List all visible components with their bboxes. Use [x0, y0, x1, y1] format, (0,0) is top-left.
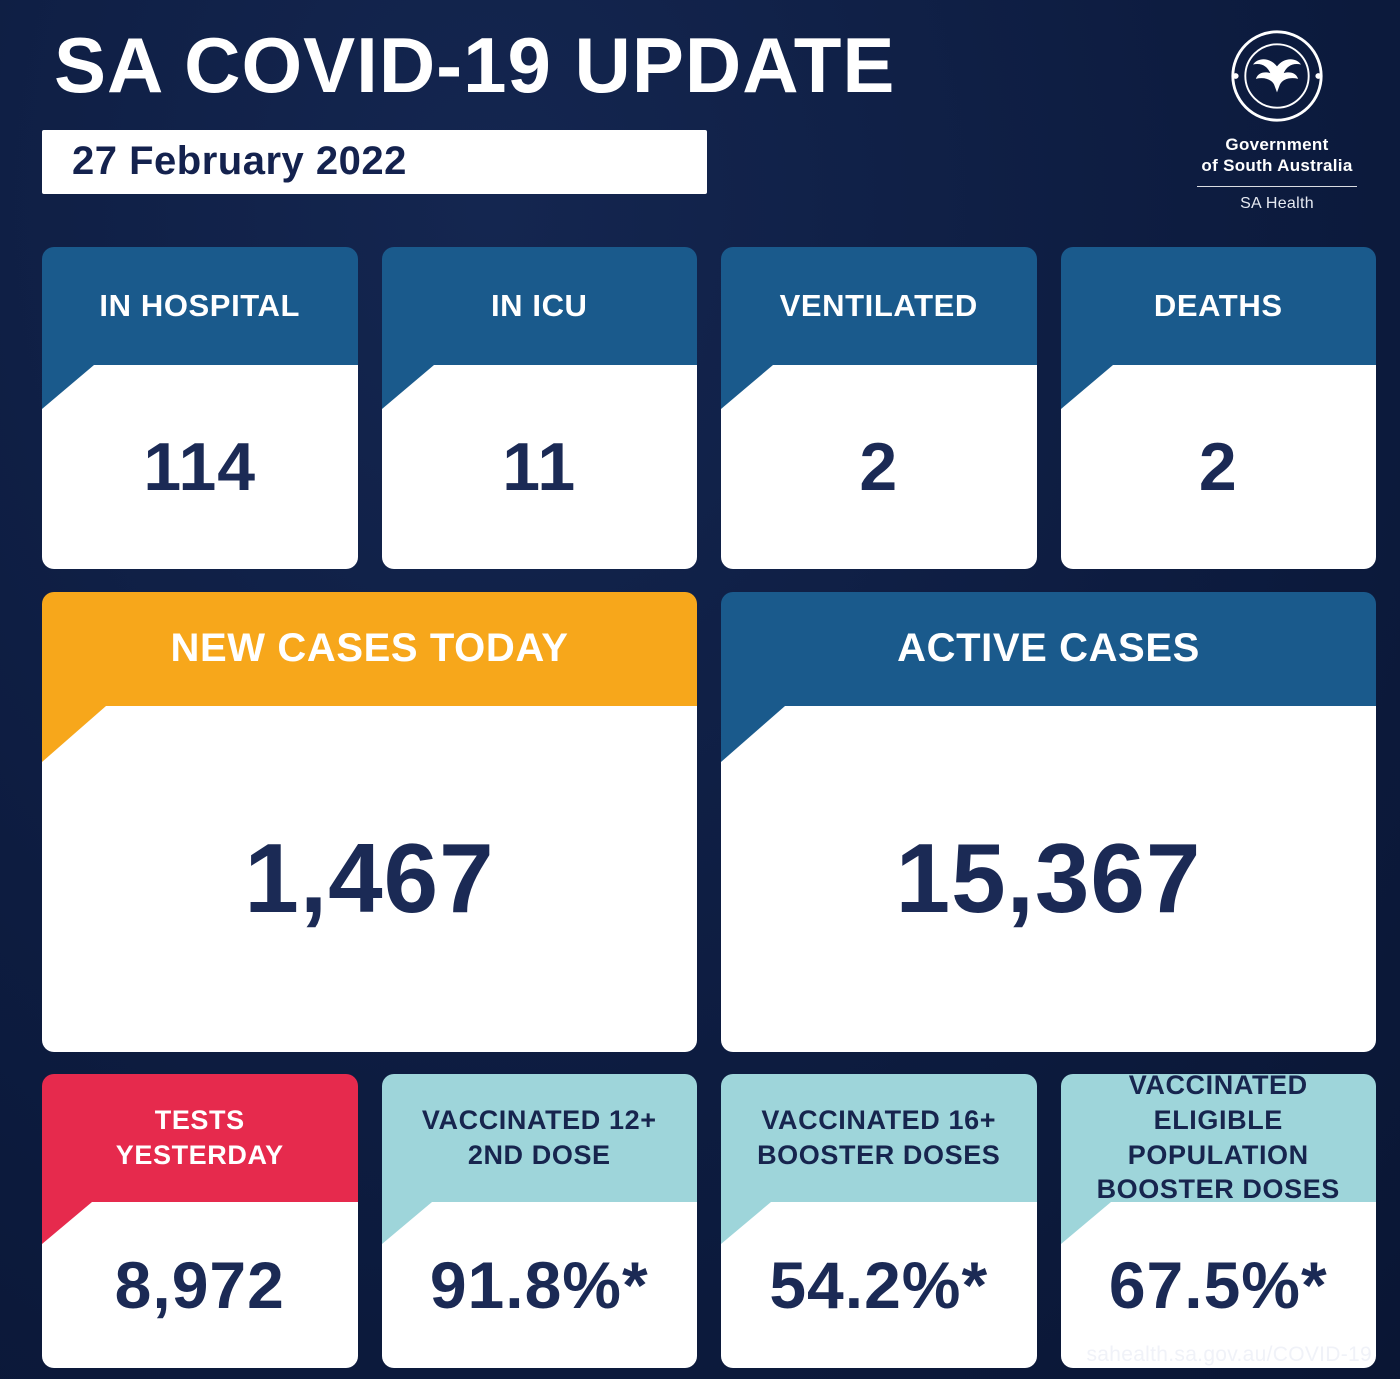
stat-value: 1,467 — [244, 823, 495, 933]
logo-dept: SA Health — [1240, 194, 1314, 212]
stat-card-in-icu: IN ICU 11 — [381, 246, 697, 569]
stat-value-panel: 54.2%* — [721, 1201, 1037, 1368]
stat-value: 2 — [1198, 428, 1238, 505]
date-text: 27 February 2022 — [72, 139, 407, 184]
stat-label: IN HOSPITAL — [99, 287, 301, 323]
date-banner: 27 February 2022 — [42, 129, 707, 194]
stat-card-header: VENTILATED — [721, 246, 1037, 409]
stats-row-cases: NEW CASES TODAY 1,467 ACTIVE CASES 15,36… — [42, 591, 1376, 1052]
stat-label: ACTIVE CASES — [897, 626, 1200, 670]
stat-value: 2 — [859, 428, 899, 505]
stat-label-line: VACCINATED 12+ — [421, 1104, 657, 1135]
logo-divider — [1197, 185, 1357, 187]
stats-row-tests-vaccination: TESTS YESTERDAY 8,972 VACCINATED 12+ 2ND… — [42, 1070, 1376, 1368]
stat-value-panel: 11 — [381, 364, 697, 569]
stat-card-header: VACCINATED 16+ BOOSTER DOSES — [721, 1073, 1037, 1244]
stat-card-vaccinated-16plus-booster: VACCINATED 16+ BOOSTER DOSES 54.2%* — [721, 1073, 1037, 1368]
stat-card-vaccinated-eligible-booster: VACCINATED ELIGIBLE POPULATION BOOSTER D… — [1060, 1070, 1376, 1368]
stat-value-panel: 2 — [721, 364, 1037, 569]
header: SA COVID-19 UPDATE 27 February 2022 Gove… — [42, 21, 1376, 213]
stat-card-active-cases: ACTIVE CASES 15,367 — [721, 591, 1376, 1052]
stat-value-panel: 91.8%* — [381, 1201, 697, 1368]
stat-value-panel: 8,972 — [42, 1201, 358, 1368]
stat-label-line: 2ND DOSE — [467, 1139, 611, 1170]
stat-value-panel: 67.5%* — [1060, 1201, 1376, 1368]
stat-card-in-hospital: IN HOSPITAL 114 — [42, 246, 358, 569]
stat-value: 54.2%* — [769, 1247, 989, 1322]
stat-card-header: NEW CASES TODAY — [42, 591, 697, 762]
stat-card-tests-yesterday: TESTS YESTERDAY 8,972 — [42, 1073, 358, 1368]
stat-label: DEATHS — [1153, 287, 1283, 323]
stat-card-header: DEATHS — [1060, 246, 1376, 409]
logo-org-line2: of South Australia — [1201, 156, 1353, 176]
stat-value: 67.5%* — [1108, 1247, 1328, 1322]
sa-government-crest-icon — [1231, 30, 1323, 122]
stat-value: 8,972 — [114, 1247, 285, 1322]
stat-label-line: VACCINATED — [1128, 1070, 1308, 1101]
stat-label-line: BOOSTER DOSES — [757, 1139, 1001, 1170]
stat-label: IN ICU — [490, 287, 588, 323]
stat-label: VENTILATED — [779, 287, 978, 323]
stat-card-header: TESTS YESTERDAY — [42, 1073, 358, 1244]
stat-card-vaccinated-12plus-2nd-dose: VACCINATED 12+ 2ND DOSE 91.8%* — [381, 1073, 697, 1368]
stat-value-panel: 1,467 — [42, 705, 697, 1052]
title-block: SA COVID-19 UPDATE 27 February 2022 — [42, 21, 896, 194]
stat-card-new-cases-today: NEW CASES TODAY 1,467 — [42, 591, 697, 1052]
stat-card-header: VACCINATED ELIGIBLE POPULATION BOOSTER D… — [1060, 1070, 1376, 1244]
sa-government-logo: Government of South Australia SA Health — [1182, 26, 1372, 213]
stat-value: 114 — [143, 428, 257, 505]
stat-value: 91.8%* — [429, 1247, 649, 1322]
stat-card-header: IN ICU — [381, 246, 697, 409]
stat-label-line: ELIGIBLE POPULATION — [1127, 1104, 1309, 1170]
stat-label-line: BOOSTER DOSES — [1096, 1174, 1340, 1205]
stat-label-line: TESTS — [154, 1104, 245, 1135]
stat-value: 15,367 — [895, 823, 1202, 933]
stat-label-line: VACCINATED 16+ — [761, 1104, 997, 1135]
stat-value-panel: 2 — [1060, 364, 1376, 569]
stat-card-deaths: DEATHS 2 — [1060, 246, 1376, 569]
logo-org-line1: Government — [1225, 135, 1329, 154]
stat-label: NEW CASES TODAY — [170, 626, 569, 670]
stat-card-header: VACCINATED 12+ 2ND DOSE — [381, 1073, 697, 1244]
stat-value-panel: 15,367 — [721, 705, 1376, 1052]
stats-row-hospitalisation: IN HOSPITAL 114 IN ICU 11 VENTILATED 2 — [42, 246, 1376, 569]
stat-card-header: IN HOSPITAL — [42, 246, 358, 409]
stat-value: 11 — [502, 428, 577, 505]
footer-url: sahealth.sa.gov.au/COVID-19 — [1086, 1343, 1372, 1366]
stat-value-panel: 114 — [42, 364, 358, 569]
stat-card-ventilated: VENTILATED 2 — [721, 246, 1037, 569]
stat-label-line: YESTERDAY — [115, 1139, 284, 1170]
page-title: SA COVID-19 UPDATE — [54, 21, 896, 109]
stat-card-header: ACTIVE CASES — [721, 591, 1376, 762]
